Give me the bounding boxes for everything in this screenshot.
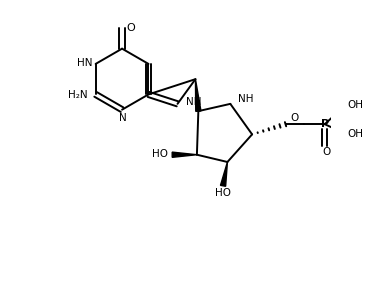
Text: N: N: [119, 113, 126, 123]
Text: P: P: [321, 119, 329, 129]
Text: O: O: [291, 113, 299, 123]
Polygon shape: [172, 152, 197, 157]
Text: O: O: [322, 147, 330, 157]
Text: O: O: [126, 23, 135, 33]
Text: NH: NH: [186, 97, 202, 107]
Text: HO: HO: [215, 188, 231, 198]
Polygon shape: [195, 79, 201, 111]
Text: H₂N: H₂N: [68, 90, 87, 100]
Text: HO: HO: [152, 149, 168, 159]
Text: NH: NH: [238, 94, 254, 104]
Text: OH: OH: [347, 129, 363, 139]
Text: OH: OH: [347, 100, 363, 110]
Polygon shape: [221, 162, 227, 186]
Text: HN: HN: [77, 58, 92, 68]
